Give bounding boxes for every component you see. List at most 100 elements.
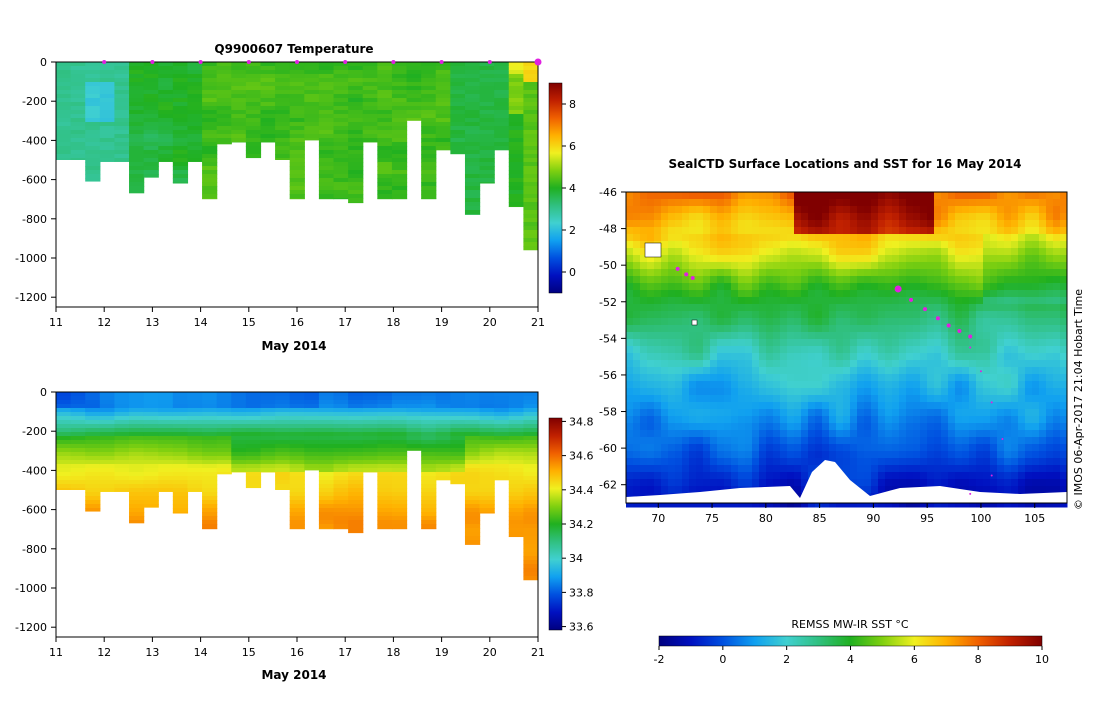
section-cell [85, 62, 100, 67]
section-cell [158, 400, 173, 405]
sst-cell [647, 325, 655, 333]
sst-cell [976, 465, 984, 473]
section-cell [217, 90, 232, 95]
sst-cell [1053, 360, 1061, 368]
section-cell [246, 400, 261, 405]
sst-cell [745, 269, 753, 277]
sst-cell [766, 465, 774, 473]
sst-cell [724, 465, 732, 473]
sst-cell [955, 381, 963, 389]
sst-cell [892, 444, 900, 452]
sst-cell [976, 402, 984, 410]
sst-cell [668, 402, 676, 410]
sst-cell [703, 346, 711, 354]
sst-cell [941, 479, 949, 487]
section-cell [494, 62, 509, 67]
section-cell [334, 166, 349, 171]
sst-cell [738, 409, 746, 417]
section-cell [509, 90, 524, 95]
sst-cell [759, 290, 767, 298]
sst-cell [1011, 248, 1019, 256]
section-cell [173, 480, 188, 485]
section-cell [450, 468, 465, 473]
section-cell [363, 70, 378, 75]
section-cell [129, 174, 144, 179]
sst-cell [871, 381, 879, 389]
sst-cell [759, 472, 767, 480]
sst-cell [654, 346, 662, 354]
section-cell [144, 484, 159, 489]
section-cell [217, 126, 232, 131]
track-point [691, 276, 695, 280]
section-cell [187, 102, 202, 107]
section-cell [480, 162, 495, 167]
sst-cell [787, 479, 795, 487]
sst-cell [892, 297, 900, 305]
section-cell [144, 90, 159, 95]
sst-cell [927, 381, 935, 389]
sst-cell [801, 402, 809, 410]
section-cell [509, 448, 524, 453]
sst-cell [1046, 192, 1054, 200]
sst-cell [710, 409, 718, 417]
sst-cell [878, 220, 886, 228]
sst-cell [899, 220, 907, 228]
sst-cell [640, 353, 648, 361]
sst-cell [787, 283, 795, 291]
sst-cell [1039, 409, 1047, 417]
section-cell [509, 400, 524, 405]
section-cell [509, 66, 524, 71]
section-cell [436, 142, 451, 147]
sst-cell [731, 423, 739, 431]
sst-cell [640, 318, 648, 326]
sst-cell [815, 283, 823, 291]
sst-cell [1060, 297, 1068, 305]
sst-cell [780, 213, 788, 221]
section-cell [290, 114, 305, 119]
section-cell [202, 70, 217, 75]
sst-cell [787, 444, 795, 452]
section-cell [100, 468, 115, 473]
section-cell [348, 186, 363, 191]
section-cell [480, 416, 495, 421]
sst-cell [682, 458, 690, 466]
sst-cell [787, 388, 795, 396]
section-cell [85, 174, 100, 179]
sst-cell [710, 451, 718, 459]
sst-cell [892, 269, 900, 277]
sst-cell [626, 416, 634, 424]
section-cell [392, 126, 407, 131]
sst-cell [934, 213, 942, 221]
sst-cell [1039, 283, 1047, 291]
y-tick-label: -600 [22, 504, 47, 517]
sst-cell [892, 255, 900, 263]
section-cell [334, 476, 349, 481]
section-cell [202, 130, 217, 135]
sst-cell [1011, 311, 1019, 319]
sst-cell [1032, 444, 1040, 452]
section-cell [260, 122, 275, 127]
section-cell [465, 456, 480, 461]
section-cell [348, 122, 363, 127]
sst-cell [1039, 402, 1047, 410]
section-cell [494, 66, 509, 71]
sst-cell [745, 409, 753, 417]
section-cell [450, 118, 465, 123]
section-cell [260, 432, 275, 437]
sst-cell [780, 269, 788, 277]
sst-cell [654, 395, 662, 403]
section-cell [421, 488, 436, 493]
sst-cell [843, 318, 851, 326]
sst-cell [717, 451, 725, 459]
sst-cell [1032, 220, 1040, 228]
sst-cell [801, 339, 809, 347]
sst-cell [647, 192, 655, 200]
sst-cell [794, 192, 802, 200]
sst-cell [745, 395, 753, 403]
section-cell [509, 428, 524, 433]
colorbar-tick-label: 34.8 [569, 415, 594, 428]
section-cell [436, 436, 451, 441]
sst-cell [878, 227, 886, 235]
section-cell [465, 82, 480, 87]
sst-cell [794, 213, 802, 221]
